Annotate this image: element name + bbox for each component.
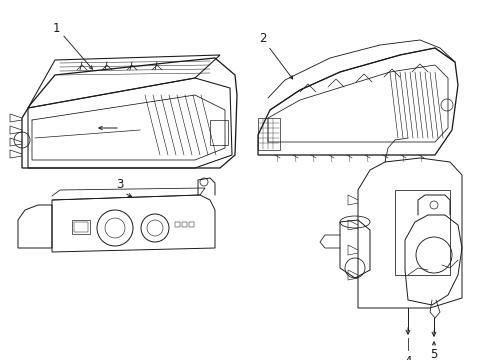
Text: 1: 1 xyxy=(52,22,60,35)
Text: 3: 3 xyxy=(116,179,123,192)
Text: 5: 5 xyxy=(429,348,437,360)
Bar xyxy=(74,222,88,232)
Bar xyxy=(175,222,180,227)
Text: 4: 4 xyxy=(404,355,411,360)
Bar xyxy=(209,120,227,145)
Text: 2: 2 xyxy=(259,31,266,45)
Bar xyxy=(72,220,90,234)
Bar xyxy=(189,222,194,227)
Bar xyxy=(182,222,186,227)
Bar xyxy=(394,190,449,275)
Bar xyxy=(258,118,280,150)
